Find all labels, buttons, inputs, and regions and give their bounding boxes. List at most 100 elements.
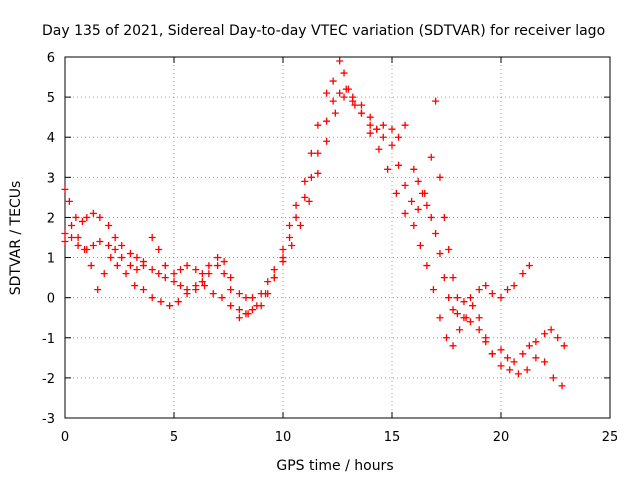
y-axis-label: SDTVAR / TECUs [8, 181, 24, 296]
data-point [453, 294, 461, 302]
data-point [139, 286, 147, 294]
data-point [357, 101, 365, 109]
data-point [155, 270, 163, 278]
data-point [414, 205, 422, 213]
data-point [94, 286, 102, 294]
data-point [401, 209, 409, 217]
data-point [214, 254, 222, 262]
data-point [525, 342, 533, 350]
data-point [183, 290, 191, 298]
data-point [497, 294, 505, 302]
data-point [410, 165, 418, 173]
data-point [78, 217, 86, 225]
data-point [314, 169, 322, 177]
data-point [482, 334, 490, 342]
data-point [342, 85, 350, 93]
data-point [133, 254, 141, 262]
data-point [126, 262, 134, 270]
data-point [296, 221, 304, 229]
data-point [554, 334, 562, 342]
data-point [532, 354, 540, 362]
plot-frame [64, 56, 611, 419]
data-point [323, 117, 331, 125]
data-point [445, 246, 453, 254]
data-point [131, 282, 139, 290]
data-point [449, 274, 457, 282]
data-point [227, 286, 235, 294]
data-point [456, 326, 464, 334]
data-point [227, 302, 235, 310]
data-point [111, 234, 119, 241]
data-point [68, 234, 76, 241]
data-point [270, 274, 278, 282]
data-point [74, 234, 82, 241]
data-point [292, 213, 300, 221]
data-point [105, 221, 113, 229]
data-point [323, 137, 331, 145]
data-point [401, 181, 409, 189]
data-point [301, 193, 309, 201]
series-track-b [61, 85, 533, 318]
data-point [126, 250, 134, 258]
data-point [177, 266, 185, 274]
data-point [113, 262, 121, 270]
data-point [205, 262, 213, 270]
data-point [170, 278, 178, 286]
y-tick-label: 4 [47, 131, 55, 146]
data-point [314, 121, 322, 129]
data-point [514, 370, 522, 378]
data-point [523, 366, 531, 374]
data-point [445, 294, 453, 302]
data-point [248, 294, 256, 302]
x-tick-label: 10 [275, 430, 292, 445]
data-point [466, 294, 474, 302]
y-tick-label: 5 [47, 91, 55, 106]
data-point [279, 258, 287, 266]
data-point [432, 97, 440, 105]
data-point [558, 382, 566, 390]
x-tick-label: 15 [384, 430, 401, 445]
data-point [340, 93, 348, 101]
data-point [118, 254, 126, 262]
data-point [443, 334, 450, 342]
series-track-c [61, 93, 566, 390]
data-point [510, 282, 518, 290]
data-point [105, 242, 113, 250]
data-point [357, 109, 365, 117]
data-point [392, 189, 400, 197]
grid [65, 57, 610, 418]
data-point [336, 57, 344, 65]
data-point [366, 113, 374, 121]
data-point [525, 262, 533, 270]
y-tick-label: 1 [47, 252, 55, 267]
data-point [329, 97, 337, 105]
data-point [307, 149, 315, 157]
data-point [107, 254, 115, 262]
data-point [242, 294, 250, 302]
data-point [192, 286, 200, 294]
data-point [497, 346, 505, 354]
data-point [157, 298, 165, 306]
data-point [87, 262, 95, 270]
data-point [449, 306, 457, 314]
data-point [366, 129, 374, 137]
data-point [61, 185, 69, 193]
data-point [81, 246, 89, 254]
data-point [379, 133, 387, 141]
data-point [292, 201, 300, 209]
data-point [279, 246, 287, 254]
data-point [373, 125, 381, 133]
data-point [133, 266, 141, 274]
data-point [301, 177, 309, 185]
data-point [466, 318, 474, 326]
data-point [388, 141, 396, 149]
data-point [379, 121, 387, 129]
data-point [209, 290, 217, 298]
y-tick-label: 2 [47, 211, 55, 226]
data-point [139, 262, 147, 270]
data-point [96, 213, 104, 221]
data-point [253, 302, 261, 310]
data-point [111, 246, 119, 254]
data-point [416, 242, 424, 250]
